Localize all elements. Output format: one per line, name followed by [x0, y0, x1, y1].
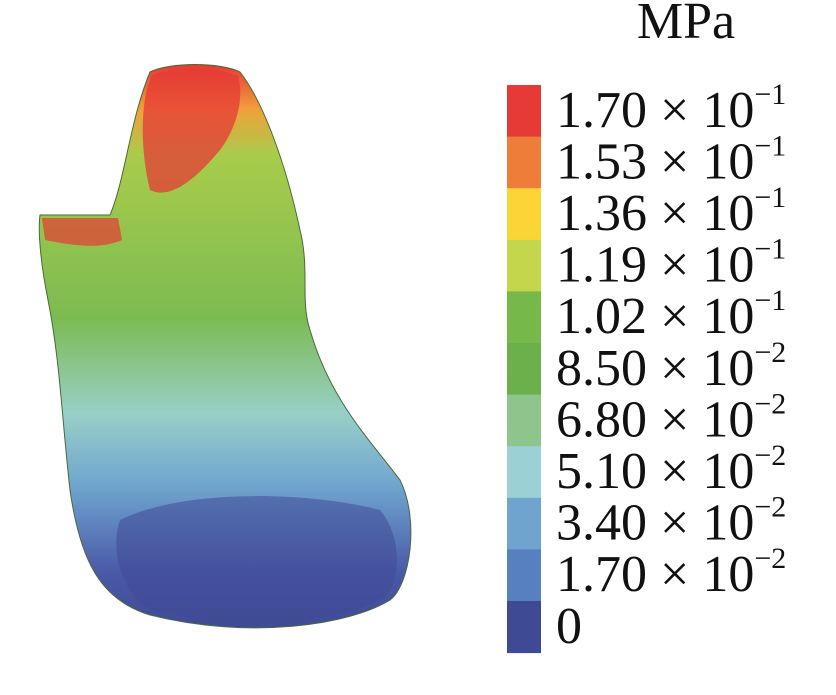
- legend-label: 3.40 × 10−2: [556, 490, 786, 551]
- label-text: 8.50 × 10: [556, 340, 754, 397]
- label-exponent: −1: [754, 78, 786, 111]
- stress-hotspot: [42, 218, 122, 246]
- label-text: 1.70 × 10: [556, 82, 754, 139]
- stress-hotspot: [142, 68, 241, 193]
- legend-label: 1.02 × 10−1: [556, 284, 786, 345]
- legend-label: 1.53 × 10−1: [556, 129, 786, 190]
- legend-label: 1.70 × 10−2: [556, 542, 786, 603]
- color-swatch: [507, 549, 541, 602]
- bone-model: [38, 64, 412, 629]
- legend-title: MPa: [637, 0, 735, 50]
- label-exponent: −2: [754, 387, 786, 420]
- label-text: 1.53 × 10: [556, 133, 754, 190]
- legend-label: 1.70 × 10−1: [556, 78, 786, 139]
- legend-label: 1.36 × 10−1: [556, 181, 786, 242]
- color-swatch: [507, 239, 541, 292]
- label-text: 1.70 × 10: [556, 546, 754, 603]
- label-exponent: −2: [754, 439, 786, 472]
- color-swatch: [507, 601, 541, 654]
- color-swatch: [507, 291, 541, 344]
- label-exponent: −1: [754, 181, 786, 214]
- color-swatch: [507, 343, 541, 396]
- label-text: 1.19 × 10: [556, 237, 754, 294]
- label-text: 3.40 × 10: [556, 495, 754, 552]
- label-exponent: −2: [754, 542, 786, 575]
- label-text: 5.10 × 10: [556, 443, 754, 500]
- legend-label: 1.19 × 10−1: [556, 232, 786, 293]
- legend-label: 5.10 × 10−2: [556, 439, 786, 500]
- label-exponent: −2: [754, 490, 786, 523]
- color-swatch: [507, 188, 541, 241]
- label-text: 1.02 × 10: [556, 288, 754, 345]
- color-swatch: [507, 85, 541, 138]
- label-text: 1.36 × 10: [556, 185, 754, 242]
- color-swatch: [507, 497, 541, 550]
- legend-label: 6.80 × 10−2: [556, 387, 786, 448]
- label-text: 6.80 × 10: [556, 391, 754, 448]
- label-exponent: −1: [754, 232, 786, 265]
- label-exponent: −2: [754, 336, 786, 369]
- color-swatch: [507, 136, 541, 189]
- color-swatch: [507, 394, 541, 447]
- legend: MPa 1.70 × 10−11.53 × 10−11.36 × 10−11.1…: [507, 0, 786, 655]
- label-exponent: −1: [754, 284, 786, 317]
- legend-label: 8.50 × 10−2: [556, 336, 786, 397]
- label-text: 0: [556, 598, 582, 655]
- low-stress-region: [116, 496, 397, 623]
- color-swatch: [507, 446, 541, 499]
- label-exponent: −1: [754, 129, 786, 162]
- legend-label: 0: [556, 598, 582, 655]
